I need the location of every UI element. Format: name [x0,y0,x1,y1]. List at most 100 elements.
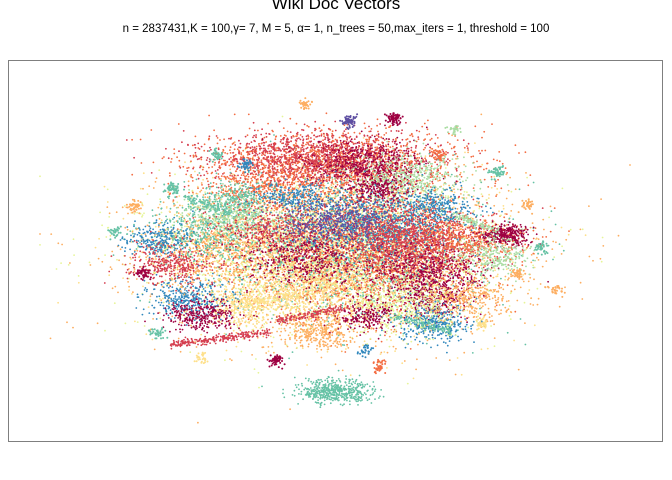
scatter-point [285,330,287,332]
scatter-point [561,253,563,255]
scatter-point [116,211,118,213]
scatter-point [249,184,251,186]
scatter-point [529,277,531,279]
scatter-point [480,114,482,116]
scatter-point [512,204,514,206]
scatter-point [136,212,138,214]
scatter-point [225,188,227,190]
scatter-point [272,252,274,254]
scatter-point [479,301,481,303]
scatter-point [275,252,277,254]
scatter-point [492,320,494,322]
scatter-point [479,305,481,307]
scatter-point [142,188,144,190]
scatter-point [354,341,356,343]
scatter-point [251,278,253,280]
scatter-point [286,231,288,233]
scatter-point [179,322,181,324]
scatter-point [209,274,211,276]
scatter-point [180,273,182,275]
scatter-point [232,173,234,175]
scatter-point [542,219,544,221]
scatter-point [265,194,267,196]
scatter-point [150,295,152,297]
scatter-point [155,181,157,183]
scatter-point [259,257,261,259]
scatter-point [218,284,220,286]
scatter-point [263,244,265,246]
scatter-point [118,259,120,261]
scatter-point [483,229,485,231]
scatter-point [178,195,180,197]
scatter-point [528,281,530,283]
scatter-point [395,348,397,350]
scatter-point [455,374,457,376]
scatter-point [222,270,224,272]
scatter-point [465,274,467,276]
scatter-point [323,197,325,199]
scatter-point [161,219,163,221]
scatter-point [402,191,404,193]
scatter-point [39,175,41,177]
scatter-point [483,260,485,262]
scatter-point [347,347,349,349]
scatter-point [461,187,463,189]
scatter-point [227,283,229,285]
scatter-point [193,273,195,275]
scatter-point [124,227,126,229]
scatter-point [436,205,438,207]
scatter-point [494,337,496,339]
scatter-point [167,191,169,193]
scatter-point [349,282,351,284]
scatter-point [338,299,340,301]
scatter-point [262,324,264,326]
scatter-point [203,194,205,196]
scatter-point [255,275,257,277]
scatter-point [564,286,566,288]
scatter-point [387,352,389,354]
scatter-point [488,197,490,199]
scatter-point [180,351,182,353]
scatter-point [488,194,490,196]
scatter-point [335,363,337,365]
scatter-point [262,336,264,338]
scatter-point [263,346,265,348]
scatter-point [334,303,336,305]
scatter-point [155,258,157,260]
scatter-point [264,275,266,277]
scatter-point [349,291,351,293]
scatter-point [165,280,167,282]
scatter-point [270,203,272,205]
scatter-point [194,250,196,252]
scatter-point [236,332,238,334]
scatter-point [221,273,223,275]
scatter-point [249,287,251,289]
scatter-point [233,269,235,271]
scatter-point [443,298,445,300]
scatter-point [505,276,507,278]
scatter-point [69,262,71,264]
scatter-point [90,264,92,266]
scatter-point [499,192,501,194]
scatter-point [174,214,176,216]
scatter-point [243,292,245,294]
scatter-point [350,306,352,308]
scatter-point [602,245,604,247]
scatter-point [325,200,327,202]
scatter-point [506,224,508,226]
scatter-point [234,300,236,302]
scatter-point [159,198,161,200]
scatter-point [253,294,255,296]
scatter-point [581,298,583,300]
scatter-point [500,287,502,289]
scatter-point [413,378,415,380]
scatter-point [312,300,314,302]
scatter-point [388,145,390,147]
scatter-point [509,177,511,179]
scatter-point [413,336,415,338]
scatter-point [324,267,326,269]
scatter-point [148,185,150,187]
scatter-point [298,265,300,267]
scatter-point [460,172,462,174]
scatter-point [341,351,343,353]
